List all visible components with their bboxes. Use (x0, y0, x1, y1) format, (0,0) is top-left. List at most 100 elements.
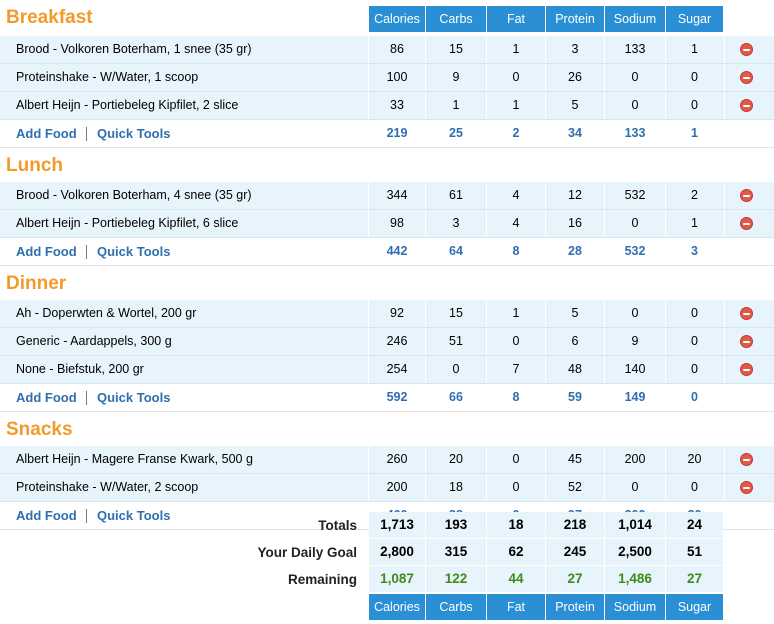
food-value-sugar: 0 (691, 98, 698, 112)
food-row[interactable]: Generic - Aardappels, 300 g 246 51 0 6 9 0 (0, 328, 774, 356)
quick-tools-link[interactable]: Quick Tools (97, 508, 171, 523)
link-separator (86, 245, 87, 259)
footer-column-header-calories[interactable]: Calories (369, 594, 425, 620)
meal-total-sodium: 133 (624, 126, 646, 140)
meal-title: Lunch (6, 155, 63, 176)
meal-title: Breakfast (6, 7, 93, 28)
cell-divider (545, 210, 546, 237)
remove-icon[interactable] (740, 71, 753, 84)
food-value-fat: 1 (512, 98, 520, 112)
summary-value-fat: 62 (487, 539, 545, 565)
food-row[interactable]: Albert Heijn - Portiebeleg Kipfilet, 6 s… (0, 210, 774, 238)
column-header-sugar[interactable]: Sugar (666, 6, 723, 32)
food-value-sodium: 0 (631, 98, 639, 112)
cell-divider (665, 182, 666, 209)
meal-totals-row: Add Food Quick Tools 442 64 8 28 532 3 (0, 238, 774, 266)
add-food-link[interactable]: Add Food (16, 390, 77, 405)
food-name[interactable]: Proteinshake - W/Water, 1 scoop (16, 70, 199, 84)
food-row[interactable]: Albert Heijn - Portiebeleg Kipfilet, 2 s… (0, 92, 774, 120)
column-header-sodium[interactable]: Sodium (605, 6, 665, 32)
food-value-carbs: 61 (449, 188, 463, 202)
food-row[interactable]: Proteinshake - W/Water, 2 scoop 200 18 0 52 0… (0, 474, 774, 502)
remove-icon[interactable] (740, 335, 753, 348)
food-row[interactable]: Proteinshake - W/Water, 1 scoop 100 9 0 26 0 0 (0, 64, 774, 92)
cell-divider (425, 356, 426, 383)
food-row[interactable]: Albert Heijn - Magere Franse Kwark, 500 … (0, 446, 774, 474)
cell-divider (545, 446, 546, 473)
cell-divider (368, 356, 369, 383)
cell-divider (486, 446, 487, 473)
food-name[interactable]: Ah - Doperwten & Wortel, 200 gr (16, 306, 197, 320)
food-value-carbs: 1 (452, 98, 460, 112)
summary-value-protein: 218 (546, 512, 604, 538)
column-header-calories[interactable]: Calories (369, 6, 425, 32)
quick-tools-link[interactable]: Quick Tools (97, 390, 171, 405)
footer-column-header-sugar[interactable]: Sugar (666, 594, 723, 620)
food-value-calories: 100 (386, 70, 408, 84)
link-separator (86, 509, 87, 523)
footer-column-header-fat[interactable]: Fat (487, 594, 545, 620)
food-name[interactable]: Generic - Aardappels, 300 g (16, 334, 172, 348)
quick-tools-link[interactable]: Quick Tools (97, 126, 171, 141)
food-value-sugar: 20 (687, 452, 702, 466)
remove-icon[interactable] (740, 307, 753, 320)
daily-summary: Totals 1,713 193 18 218 1,014 24 Your Daily Goa… (0, 512, 774, 593)
cell-divider (425, 474, 426, 501)
column-header-carbs[interactable]: Carbs (426, 6, 486, 32)
cell-divider (724, 64, 725, 91)
food-name[interactable]: Brood - Volkoren Boterham, 1 snee (35 gr… (16, 42, 252, 56)
meal-header: Snacks (0, 412, 774, 446)
food-name[interactable]: Albert Heijn - Magere Franse Kwark, 500 … (16, 452, 253, 466)
food-name[interactable]: Proteinshake - W/Water, 2 scoop (16, 480, 199, 494)
food-value-calories: 254 (386, 362, 408, 376)
cell-divider (368, 64, 369, 91)
remove-icon[interactable] (740, 189, 753, 202)
food-name[interactable]: None - Biefstuk, 200 gr (16, 362, 144, 376)
cell-divider (724, 446, 725, 473)
food-value-carbs: 15 (449, 306, 463, 320)
add-food-link[interactable]: Add Food (16, 244, 77, 259)
add-food-link[interactable]: Add Food (16, 508, 77, 523)
summary-value-protein: 245 (546, 539, 604, 565)
food-value-sodium: 0 (631, 216, 639, 230)
summary-value-carbs: 315 (426, 539, 486, 565)
food-value-sodium: 0 (631, 70, 639, 84)
cell-divider (724, 210, 725, 237)
footer-column-header-carbs[interactable]: Carbs (426, 594, 486, 620)
cell-divider (665, 36, 666, 63)
cell-divider (545, 328, 546, 355)
footer-column-header-sodium[interactable]: Sodium (605, 594, 665, 620)
remove-icon[interactable] (740, 481, 753, 494)
food-row[interactable]: Brood - Volkoren Boterham, 4 snee (35 gr… (0, 182, 774, 210)
remove-icon[interactable] (740, 217, 753, 230)
food-name[interactable]: Albert Heijn - Portiebeleg Kipfilet, 2 s… (16, 98, 239, 112)
cell-divider (368, 328, 369, 355)
food-name[interactable]: Brood - Volkoren Boterham, 4 snee (35 gr… (16, 188, 252, 202)
meal-total-sodium: 149 (624, 390, 646, 404)
remove-icon[interactable] (740, 363, 753, 376)
summary-value-sugar: 51 (666, 539, 723, 565)
food-value-carbs: 9 (452, 70, 460, 84)
cell-divider (545, 300, 546, 327)
cell-divider (604, 36, 605, 63)
food-name[interactable]: Albert Heijn - Portiebeleg Kipfilet, 6 s… (16, 216, 239, 230)
cell-divider (545, 92, 546, 119)
food-value-protein: 45 (568, 452, 582, 466)
add-food-link[interactable]: Add Food (16, 126, 77, 141)
cell-divider (486, 64, 487, 91)
cell-divider (724, 328, 725, 355)
footer-column-header-protein[interactable]: Protein (546, 594, 604, 620)
remove-icon[interactable] (740, 99, 753, 112)
food-value-fat: 4 (512, 188, 520, 202)
food-row[interactable]: Ah - Doperwten & Wortel, 200 gr 92 15 1 5 0 0 (0, 300, 774, 328)
column-header-fat[interactable]: Fat (487, 6, 545, 32)
food-value-protein: 52 (568, 480, 582, 494)
food-value-fat: 7 (512, 362, 520, 376)
food-row[interactable]: None - Biefstuk, 200 gr 254 0 7 48 140 0 (0, 356, 774, 384)
remove-icon[interactable] (740, 43, 753, 56)
quick-tools-link[interactable]: Quick Tools (97, 244, 171, 259)
food-value-protein: 5 (571, 306, 579, 320)
remove-icon[interactable] (740, 453, 753, 466)
column-header-protein[interactable]: Protein (546, 6, 604, 32)
food-row[interactable]: Brood - Volkoren Boterham, 1 snee (35 gr… (0, 36, 774, 64)
